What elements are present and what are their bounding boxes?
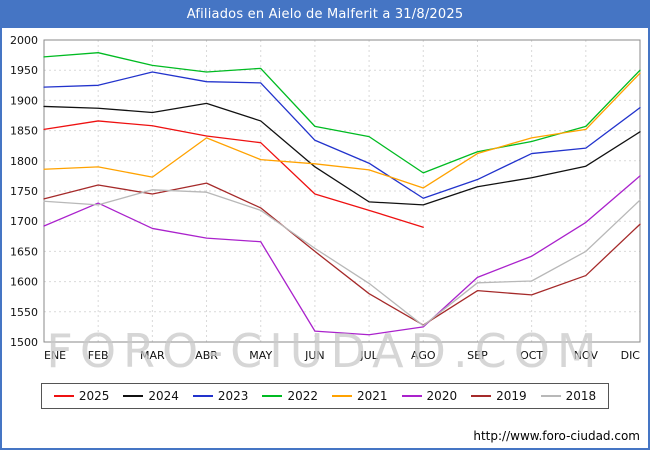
legend-item-2020: 2020: [401, 389, 458, 403]
y-axis-tick-label: 1750: [10, 185, 38, 198]
legend-item-2024: 2024: [123, 389, 179, 403]
legend-label: 2025: [78, 389, 110, 403]
legend-item-2019: 2019: [471, 389, 527, 403]
chart-gridlines: [43, 39, 641, 343]
series-line-2018: [43, 189, 641, 327]
x-axis-month-label: NOV: [574, 349, 599, 362]
series-line-2022: [43, 52, 641, 174]
legend-item-2022: 2022: [262, 389, 318, 403]
series-line-2021: [43, 72, 641, 189]
legend-item-2021: 2021: [332, 389, 388, 403]
y-axis-tick-label: 1600: [10, 276, 38, 289]
x-axis-month-label: JUN: [304, 349, 325, 362]
x-axis-month-label: OCT: [520, 349, 543, 362]
legend-line-swatch: [540, 395, 561, 397]
x-axis-month-label: FEB: [88, 349, 109, 362]
x-axis-month-label: MAY: [249, 349, 272, 362]
legend-item-2018: 2018: [540, 389, 597, 403]
x-axis-month-label: AGO: [411, 349, 436, 362]
chart-title: Afiliados en Aielo de Malferit a 31/8/20…: [186, 7, 464, 22]
y-axis-tick-label: 1550: [10, 306, 38, 319]
chart-title-bar: Afiliados en Aielo de Malferit a 31/8/20…: [2, 2, 648, 28]
legend-item-2023: 2023: [192, 389, 249, 403]
x-axis-month-label: ABR: [195, 349, 218, 362]
series-line-2023: [43, 71, 641, 199]
legend-label: 2024: [148, 389, 179, 403]
series-line-2025: [43, 120, 424, 228]
legend-line-swatch: [192, 395, 213, 397]
y-axis-tick-label: 1800: [10, 155, 38, 168]
footer-url-link[interactable]: http://www.foro-ciudad.com: [473, 429, 640, 443]
legend-label: 2020: [426, 389, 458, 403]
legend-label: 2018: [565, 389, 597, 403]
legend-item-2025: 2025: [53, 389, 110, 403]
series-line-2024: [43, 102, 641, 206]
y-axis-tick-label: 2000: [10, 34, 38, 47]
x-axis-month-label: DIC: [621, 349, 641, 362]
legend-label: 2019: [496, 389, 527, 403]
series-line-2020: [43, 175, 641, 336]
legend-line-swatch: [471, 395, 492, 397]
legend-line-swatch: [123, 395, 144, 397]
x-axis-month-label: SEP: [467, 349, 488, 362]
plot-border: [43, 39, 641, 343]
y-axis-tick-label: 1850: [10, 125, 38, 138]
chart-area: 1500 1550 1600 1650 1700 1750 1800 1850 1900 1950…: [2, 30, 648, 378]
y-axis-tick-label: 1900: [10, 94, 38, 107]
legend-label: 2022: [287, 389, 318, 403]
chart-legend: 2025 2024 2023 2022 2021 2020 2019 2018: [40, 383, 610, 409]
legend-line-swatch: [401, 395, 422, 397]
legend-line-swatch: [262, 395, 283, 397]
y-axis-tick-label: 1700: [10, 215, 38, 228]
legend-label: 2023: [217, 389, 249, 403]
y-axis-tick-label: 1650: [10, 245, 38, 258]
x-axis-month-label: JUL: [359, 349, 378, 362]
x-axis-month-label: ENE: [44, 349, 66, 362]
y-axis-tick-label: 1500: [10, 336, 38, 349]
legend-row: 2025 2024 2023 2022 2021 2020 2019 2018: [2, 382, 648, 409]
affiliates-line-chart: 1500 1550 1600 1650 1700 1750 1800 1850 1900 1950…: [10, 34, 641, 362]
y-axis-tick-label: 1950: [10, 64, 38, 77]
legend-label: 2021: [357, 389, 388, 403]
legend-line-swatch: [53, 395, 74, 397]
legend-line-swatch: [332, 395, 352, 397]
x-axis-month-label: MAR: [140, 349, 165, 362]
series-line-2019: [43, 182, 641, 326]
